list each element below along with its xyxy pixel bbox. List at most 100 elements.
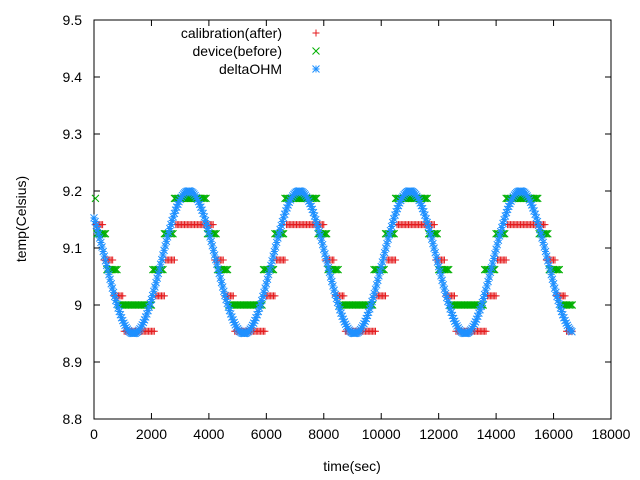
data-point (323, 259, 332, 267)
data-point (142, 310, 151, 318)
data-point (314, 223, 322, 232)
data-point (429, 239, 437, 248)
data-point (255, 304, 264, 312)
data-point (485, 273, 494, 281)
data-point (205, 228, 213, 237)
data-point (430, 244, 438, 252)
y-tick-label: 9.5 (63, 12, 83, 28)
data-point (489, 254, 498, 263)
data-point (412, 192, 421, 201)
data-point (276, 225, 284, 234)
y-tick-label: 9.1 (63, 240, 83, 256)
data-point (146, 299, 155, 308)
x-tick-label: 6000 (251, 426, 282, 442)
data-point (167, 220, 175, 229)
data-point (285, 198, 294, 207)
data-point (561, 316, 569, 325)
data-point (101, 229, 110, 238)
data-point (248, 321, 257, 330)
data-point (439, 280, 448, 289)
data-point (170, 209, 179, 218)
data-point (450, 292, 458, 300)
data-point (470, 320, 479, 329)
data-point (440, 256, 448, 264)
data-point (309, 208, 318, 217)
data-point (394, 201, 403, 210)
data-point (391, 211, 399, 220)
data-point (526, 198, 535, 207)
data-point (163, 233, 172, 241)
data-point (548, 275, 557, 284)
data-point (369, 293, 378, 302)
data-point (321, 249, 329, 258)
data-point (550, 284, 559, 292)
data-point (427, 235, 436, 243)
data-point (492, 292, 500, 300)
data-point (334, 265, 342, 274)
data-point (209, 221, 217, 229)
data-point (471, 318, 480, 326)
data-point (554, 296, 563, 305)
data-point (283, 203, 291, 212)
data-point (202, 220, 211, 229)
data-point (174, 200, 182, 209)
data-point (165, 224, 174, 233)
data-point (535, 225, 544, 234)
data-point (445, 301, 453, 310)
data-point (432, 253, 441, 262)
series-2 (90, 187, 576, 338)
data-point (114, 304, 122, 312)
data-point (111, 265, 120, 274)
data-point (91, 217, 100, 226)
data-point (540, 243, 549, 251)
data-point (144, 306, 152, 315)
data-point (280, 210, 289, 219)
data-point (532, 194, 541, 203)
data-point (212, 229, 220, 238)
y-tick-label: 9 (74, 297, 82, 313)
data-point (216, 274, 225, 282)
data-point (200, 194, 209, 203)
data-point (543, 229, 552, 238)
data-point (378, 258, 387, 266)
data-point (443, 265, 452, 274)
data-point (218, 283, 227, 291)
data-point (219, 256, 227, 264)
data-point (196, 203, 205, 211)
data-point (555, 265, 564, 274)
x-tick-label: 8000 (308, 426, 339, 442)
data-point (229, 316, 237, 324)
data-point (154, 269, 163, 278)
data-point (525, 196, 534, 204)
data-point (430, 221, 438, 229)
data-point (507, 197, 515, 205)
data-point (326, 273, 335, 281)
data-point (101, 256, 110, 265)
data-point (171, 206, 180, 215)
data-point (421, 211, 429, 220)
data-point (493, 240, 502, 249)
data-point (329, 282, 337, 290)
x-tick-label: 16000 (534, 426, 573, 442)
data-point (303, 194, 312, 203)
data-point (223, 299, 232, 308)
data-point (151, 283, 159, 291)
data-point (414, 194, 422, 203)
data-point (316, 232, 325, 240)
data-point (446, 305, 455, 313)
data-point (392, 207, 401, 216)
data-point (396, 196, 405, 205)
data-point (118, 316, 127, 325)
data-point (199, 209, 207, 218)
data-point (341, 320, 350, 329)
data-point (153, 274, 162, 282)
data-point (419, 207, 428, 216)
data-point (426, 230, 435, 239)
data-point (384, 235, 392, 243)
data-point (261, 284, 270, 292)
data-point (568, 327, 576, 336)
data-point (302, 192, 311, 201)
data-point (417, 201, 426, 210)
data-point (322, 229, 331, 238)
data-point (340, 318, 349, 326)
